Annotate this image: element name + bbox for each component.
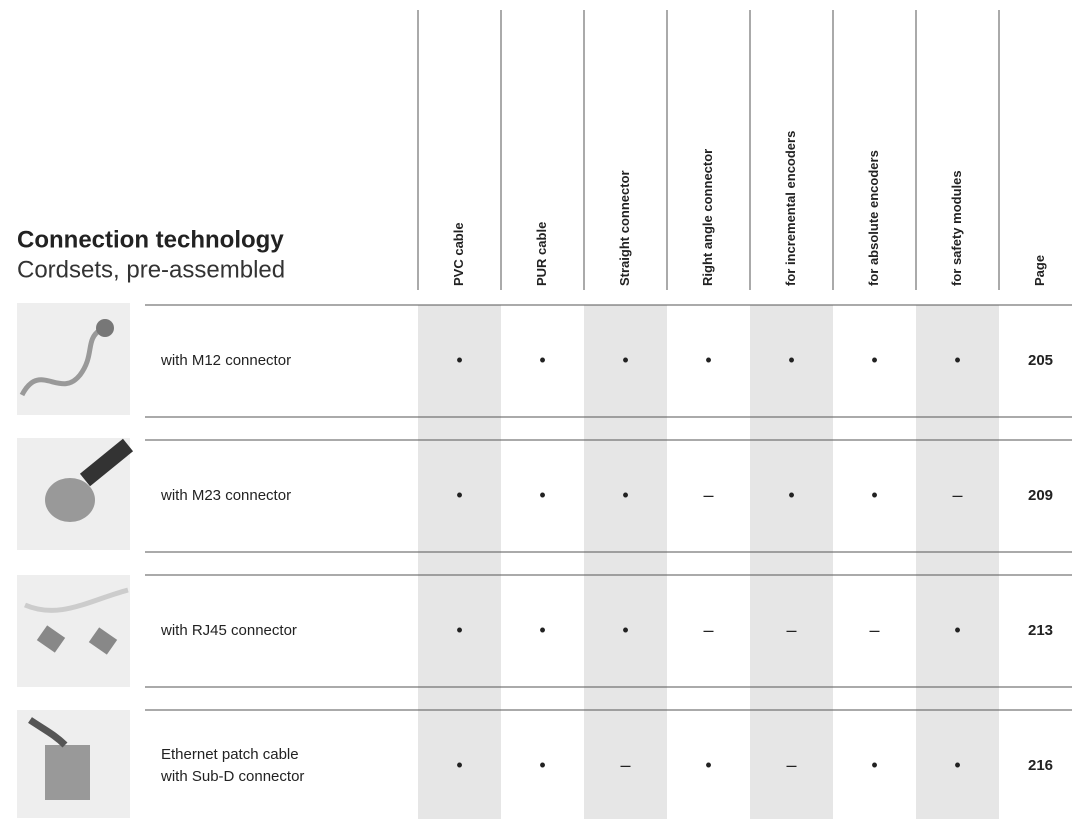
cell-mark: – <box>952 485 962 505</box>
cell-mark: • <box>954 620 960 640</box>
cell-mark: – <box>703 485 713 505</box>
row-label: with RJ45 connector <box>160 622 297 639</box>
cell-mark: – <box>786 620 796 640</box>
cell-mark: – <box>703 620 713 640</box>
page-number: 209 <box>1028 487 1053 504</box>
cell-mark: • <box>788 485 794 505</box>
product-images <box>17 303 134 818</box>
cell-mark: – <box>869 620 879 640</box>
column-header: Straight connector <box>617 170 632 286</box>
cell-mark: • <box>871 350 877 370</box>
cell-mark: • <box>622 350 628 370</box>
cell-mark: • <box>788 350 794 370</box>
cable-shape <box>28 717 68 748</box>
cell-mark: • <box>456 620 462 640</box>
cell-mark: • <box>954 755 960 775</box>
cell-mark: • <box>871 755 877 775</box>
cell-mark: • <box>954 350 960 370</box>
column-shade <box>418 305 501 819</box>
cable-shape <box>24 587 129 613</box>
connector-shape <box>45 478 95 522</box>
cell-mark: • <box>539 350 545 370</box>
column-header: for safety modules <box>949 170 964 286</box>
cell-mark: • <box>456 350 462 370</box>
cell-mark: • <box>622 485 628 505</box>
column-header: Right angle connector <box>700 149 715 286</box>
cell-mark: • <box>705 350 711 370</box>
page-number: 205 <box>1028 352 1053 369</box>
column-shading <box>418 305 999 819</box>
row-label: with M12 connector <box>160 352 291 369</box>
cell-mark: • <box>539 620 545 640</box>
row-label: Ethernet patch cable <box>161 746 299 763</box>
cell-mark: • <box>539 485 545 505</box>
image-rj45 <box>17 575 130 687</box>
page-number: 213 <box>1028 622 1053 639</box>
column-header: Page <box>1032 255 1047 286</box>
connector-shape <box>36 625 66 653</box>
column-header: for incremental encoders <box>783 131 798 286</box>
title: Connection technology <box>17 226 284 253</box>
subtitle: Cordsets, pre-assembled <box>17 256 285 283</box>
column-shade <box>750 305 833 819</box>
cell-mark: – <box>786 755 796 775</box>
cell-mark: • <box>705 755 711 775</box>
cell-mark: • <box>456 755 462 775</box>
image-m12 <box>17 303 130 415</box>
cable-shape <box>79 438 134 487</box>
connector-shape <box>96 319 114 337</box>
cell-mark: – <box>620 755 630 775</box>
column-header: PUR cable <box>534 222 549 286</box>
connector-shape <box>88 627 118 655</box>
cell-mark: • <box>871 485 877 505</box>
row-label: with M23 connector <box>160 487 291 504</box>
column-shade <box>584 305 667 819</box>
connector-shape <box>45 745 90 800</box>
cell-mark: • <box>622 620 628 640</box>
column-header: PVC cable <box>451 222 466 286</box>
cable-shape <box>19 327 102 397</box>
cell-mark: • <box>456 485 462 505</box>
column-shade <box>916 305 999 819</box>
page-number: 216 <box>1028 757 1053 774</box>
cell-mark: • <box>539 755 545 775</box>
row-label: with Sub-D connector <box>160 768 304 785</box>
column-header: for absolute encoders <box>866 150 881 286</box>
